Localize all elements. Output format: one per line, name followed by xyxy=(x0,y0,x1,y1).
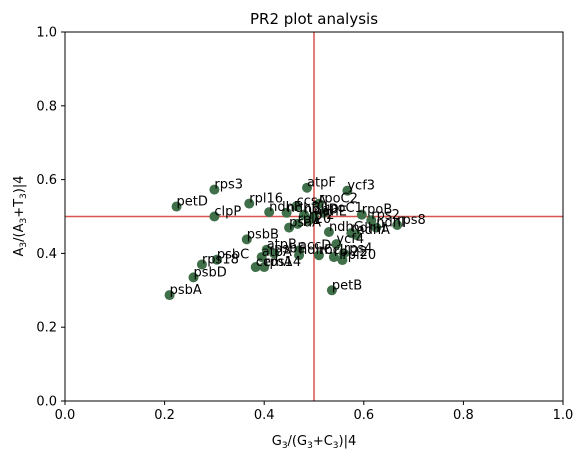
data-point xyxy=(256,252,267,263)
y-tick-label: 0.2 xyxy=(36,321,57,336)
point-label: rpl20 xyxy=(342,248,376,263)
x-tick-label: 0.6 xyxy=(353,408,374,423)
point-label: accD xyxy=(299,238,331,253)
point-label: ndhG xyxy=(329,220,364,235)
data-point xyxy=(281,207,292,218)
y-axis-ticks: 0.0 0.2 0.4 0.6 0.8 1.0 xyxy=(36,26,65,410)
point-label: rps4 xyxy=(344,241,373,256)
point-label: rps8 xyxy=(397,213,426,228)
data-point xyxy=(351,229,362,240)
point-label: ndhC xyxy=(299,243,333,258)
point-label: rpl22 xyxy=(334,245,368,260)
point-label: ycf3 xyxy=(347,179,375,194)
data-point xyxy=(323,226,334,237)
point-label: psbD xyxy=(193,265,226,280)
point-label: ndhH xyxy=(351,221,386,236)
data-point xyxy=(356,209,367,220)
plot-frame xyxy=(64,31,564,402)
x-tick-label: 0.8 xyxy=(453,408,474,423)
data-point xyxy=(313,198,324,209)
x-tick-label: 1.0 xyxy=(553,408,574,423)
data-point xyxy=(164,290,175,301)
point-label: psbC xyxy=(217,248,249,263)
data-point xyxy=(188,272,199,283)
point-label: rpl20 xyxy=(298,212,332,227)
y-tick-label: 0.0 xyxy=(36,395,57,410)
y-tick-label: 0.6 xyxy=(36,173,57,188)
data-point xyxy=(250,262,261,273)
point-label: rps14 xyxy=(264,255,301,270)
data-point xyxy=(331,239,342,250)
point-label: rbcL xyxy=(319,243,348,258)
point-label: ndhI xyxy=(376,216,405,231)
data-point xyxy=(342,185,353,196)
data-point xyxy=(318,207,329,218)
data-point xyxy=(392,219,403,230)
point-label: ndhD xyxy=(304,203,339,218)
data-point xyxy=(209,211,220,222)
x-axis-ticks: 0.0 0.2 0.4 0.6 0.8 1.0 xyxy=(55,401,574,423)
data-point xyxy=(309,211,319,222)
data-point xyxy=(313,250,324,261)
point-label: rps3 xyxy=(214,178,243,193)
y-axis-label: A3/(A3+T3)|4 xyxy=(12,175,29,256)
data-point xyxy=(366,215,377,226)
point-label: cemA xyxy=(256,255,293,270)
point-label: rpl16 xyxy=(249,192,283,207)
data-point xyxy=(326,285,337,296)
point-label: rpl2 xyxy=(309,208,334,223)
point-label: ycf4 xyxy=(336,232,364,247)
y-tick-label: 1.0 xyxy=(36,26,57,41)
data-point xyxy=(196,259,207,270)
point-label: ndhF xyxy=(269,200,301,215)
data-point xyxy=(302,182,313,193)
data-point xyxy=(284,222,295,233)
point-label: rpoB xyxy=(362,203,392,218)
data-point xyxy=(269,248,280,259)
y-tick-label: 0.8 xyxy=(36,99,57,114)
data-point xyxy=(328,252,339,263)
point-label: ndhA xyxy=(356,223,390,238)
point-label: psbB xyxy=(247,227,279,242)
point-label: ccsA xyxy=(297,194,327,209)
point-label: atpF xyxy=(307,176,336,191)
chart-title: PR2 plot analysis xyxy=(250,10,378,28)
y-tick-label: 0.4 xyxy=(36,247,57,262)
data-point xyxy=(241,234,252,245)
data-point xyxy=(211,254,222,265)
point-label: ndhE xyxy=(314,205,347,220)
point-label: rpoC1 xyxy=(324,201,363,216)
point-label: petD xyxy=(177,195,208,210)
data-point xyxy=(261,244,272,255)
data-point xyxy=(291,201,302,212)
point-label: rpoC2 xyxy=(319,192,358,207)
point-label: psbA xyxy=(170,283,202,298)
data-point xyxy=(294,250,305,261)
data-points xyxy=(164,182,403,301)
data-point xyxy=(171,201,182,212)
x-tick-label: 0.4 xyxy=(254,408,275,423)
point-label: ndhB xyxy=(287,201,321,216)
point-label: atpA xyxy=(262,245,292,260)
point-label: atpB xyxy=(267,238,297,253)
data-point xyxy=(209,184,220,195)
point-label: petB xyxy=(332,278,362,293)
point-label: psaA xyxy=(289,216,321,231)
point-label: rps2 xyxy=(371,208,400,223)
data-point xyxy=(244,198,255,209)
data-point xyxy=(337,255,348,266)
data-point xyxy=(371,222,382,233)
data-point xyxy=(292,218,303,229)
point-label: rps18 xyxy=(202,252,239,267)
point-label: psbE xyxy=(274,241,306,256)
x-tick-label: 0.2 xyxy=(154,408,175,423)
point-label: clpP xyxy=(214,205,241,220)
x-tick-label: 0.0 xyxy=(55,408,76,423)
x-axis-label: G3/(G3+C3)|4 xyxy=(272,434,357,451)
data-point xyxy=(264,207,275,218)
data-point xyxy=(259,262,270,273)
